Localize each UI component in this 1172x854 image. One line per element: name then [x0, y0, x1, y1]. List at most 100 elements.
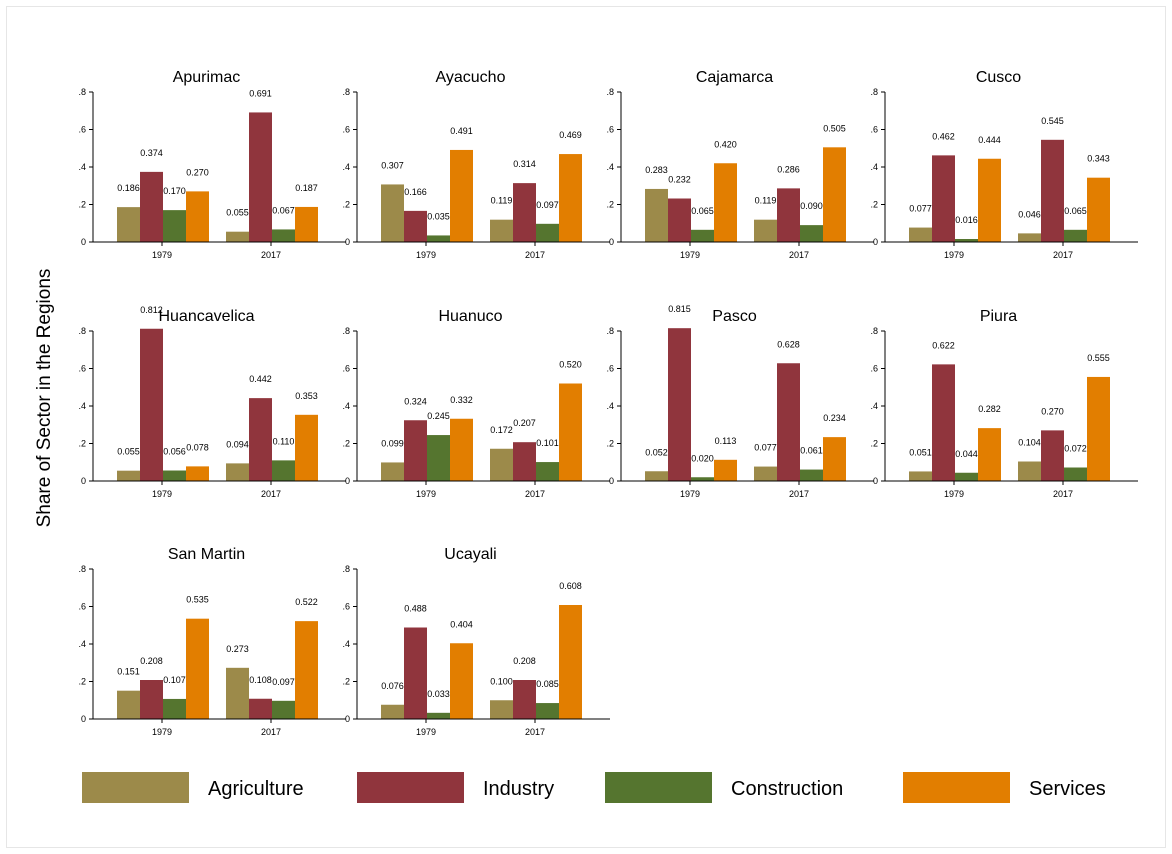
value-label-pasco: 0.077: [754, 443, 777, 453]
bar-huancavelica-1979-industry: [140, 328, 163, 481]
value-label-cusco: 0.077: [909, 204, 932, 214]
value-label-piura: 0.555: [1087, 353, 1110, 363]
bar-ucayali-1979-services: [450, 643, 473, 719]
value-label-cusco: 0.065: [1064, 206, 1087, 216]
y-tick-label-huancavelica: .8: [78, 326, 86, 336]
bar-piura-1979-services: [978, 428, 1001, 481]
legend-swatch-services: [903, 772, 1010, 803]
y-tick-label-ayacucho: .2: [342, 200, 350, 210]
value-label-cusco: 0.046: [1018, 209, 1041, 219]
value-label-cajamarca: 0.420: [714, 139, 737, 149]
value-label-ucayali: 0.208: [513, 656, 536, 666]
x-tick-label-apurimac: 2017: [261, 250, 281, 260]
y-tick-label-piura: 0: [873, 476, 878, 486]
bar-piura-2017-services: [1087, 376, 1110, 481]
value-label-ucayali: 0.404: [450, 619, 473, 629]
bar-pasco-1979-construction: [691, 477, 714, 481]
bar-cajamarca-2017-agriculture: [754, 219, 777, 242]
value-label-ayacucho: 0.307: [381, 160, 404, 170]
y-tick-label-cusco: .8: [870, 87, 878, 97]
value-label-san-martin: 0.108: [249, 675, 272, 685]
y-tick-label-cusco: .2: [870, 200, 878, 210]
value-label-piura: 0.072: [1064, 444, 1087, 454]
bar-apurimac-2017-construction: [272, 229, 295, 242]
panel-title-pasco: Pasco: [712, 308, 757, 325]
bar-cajamarca-2017-construction: [800, 225, 823, 242]
value-label-apurimac: 0.170: [163, 186, 186, 196]
legend-swatch-construction: [605, 772, 712, 803]
y-tick-label-san-martin: 0: [81, 714, 86, 724]
bar-ayacucho-2017-agriculture: [490, 219, 513, 242]
value-label-huanuco: 0.172: [490, 425, 513, 435]
y-tick-label-pasco: .4: [606, 401, 614, 411]
y-tick-label-huancavelica: .4: [78, 401, 86, 411]
bar-piura-1979-construction: [955, 472, 978, 481]
y-tick-label-apurimac: .8: [78, 87, 86, 97]
y-tick-label-huanuco: 0: [345, 476, 350, 486]
bar-ucayali-1979-industry: [404, 627, 427, 719]
value-label-apurimac: 0.374: [140, 148, 163, 158]
y-tick-label-huanuco: .8: [342, 326, 350, 336]
panel-title-huanuco: Huanuco: [438, 308, 502, 325]
value-label-cusco: 0.016: [955, 215, 978, 225]
x-tick-label-cajamarca: 2017: [789, 250, 809, 260]
bar-piura-2017-construction: [1064, 467, 1087, 481]
bar-huancavelica-1979-construction: [163, 470, 186, 481]
value-label-ucayali: 0.076: [381, 681, 404, 691]
bar-san-martin-2017-industry: [249, 698, 272, 719]
bar-ayacucho-1979-services: [450, 149, 473, 242]
bar-huancavelica-2017-agriculture: [226, 463, 249, 481]
y-tick-label-apurimac: .6: [78, 125, 86, 135]
value-label-san-martin: 0.208: [140, 656, 163, 666]
panel-title-cusco: Cusco: [976, 69, 1021, 86]
legend-swatch-agriculture: [82, 772, 189, 803]
value-label-cajamarca: 0.119: [755, 196, 777, 206]
y-tick-label-san-martin: .4: [78, 639, 86, 649]
bar-pasco-1979-services: [714, 459, 737, 481]
y-tick-label-huanuco: .2: [342, 439, 350, 449]
y-tick-label-pasco: .8: [606, 326, 614, 336]
bar-piura-2017-agriculture: [1018, 461, 1041, 481]
y-tick-label-ucayali: .2: [342, 677, 350, 687]
bar-huancavelica-1979-agriculture: [117, 470, 140, 481]
x-tick-label-apurimac: 1979: [152, 250, 172, 260]
x-tick-label-ucayali: 2017: [525, 727, 545, 737]
bar-san-martin-2017-construction: [272, 700, 295, 719]
value-label-huancavelica: 0.353: [295, 391, 318, 401]
y-tick-label-piura: .2: [870, 439, 878, 449]
y-tick-label-cusco: .6: [870, 125, 878, 135]
bar-apurimac-2017-services: [295, 206, 318, 242]
value-label-ayacucho: 0.097: [536, 200, 559, 210]
y-tick-label-cusco: 0: [873, 237, 878, 247]
bar-cusco-2017-industry: [1041, 139, 1064, 242]
value-label-huancavelica: 0.094: [226, 439, 249, 449]
bar-cusco-2017-services: [1087, 177, 1110, 242]
y-tick-label-cusco: .4: [870, 162, 878, 172]
panel-title-apurimac: Apurimac: [173, 69, 241, 86]
y-tick-label-ucayali: .8: [342, 564, 350, 574]
value-label-piura: 0.622: [932, 340, 955, 350]
bar-pasco-2017-industry: [777, 363, 800, 481]
value-label-apurimac: 0.270: [186, 167, 209, 177]
bar-ucayali-2017-industry: [513, 680, 536, 719]
value-label-ayacucho: 0.166: [404, 187, 427, 197]
value-label-cusco: 0.444: [978, 135, 1001, 145]
bar-pasco-2017-construction: [800, 469, 823, 481]
bar-huanuco-2017-industry: [513, 442, 536, 481]
value-label-huanuco: 0.324: [404, 396, 427, 406]
value-label-apurimac: 0.055: [226, 208, 249, 218]
panel-title-piura: Piura: [980, 308, 1017, 325]
bar-san-martin-1979-industry: [140, 680, 163, 719]
value-label-huanuco: 0.101: [536, 438, 559, 448]
y-tick-label-san-martin: .2: [78, 677, 86, 687]
y-tick-label-apurimac: .2: [78, 200, 86, 210]
value-label-ucayali: 0.085: [536, 679, 559, 689]
y-tick-label-ucayali: .6: [342, 602, 350, 612]
bar-huanuco-1979-industry: [404, 420, 427, 481]
bar-san-martin-1979-services: [186, 618, 209, 719]
x-tick-label-ayacucho: 2017: [525, 250, 545, 260]
x-tick-label-huanuco: 2017: [525, 489, 545, 499]
bar-cajamarca-2017-services: [823, 147, 846, 242]
bar-cusco-1979-agriculture: [909, 227, 932, 242]
bar-huanuco-2017-services: [559, 383, 582, 481]
